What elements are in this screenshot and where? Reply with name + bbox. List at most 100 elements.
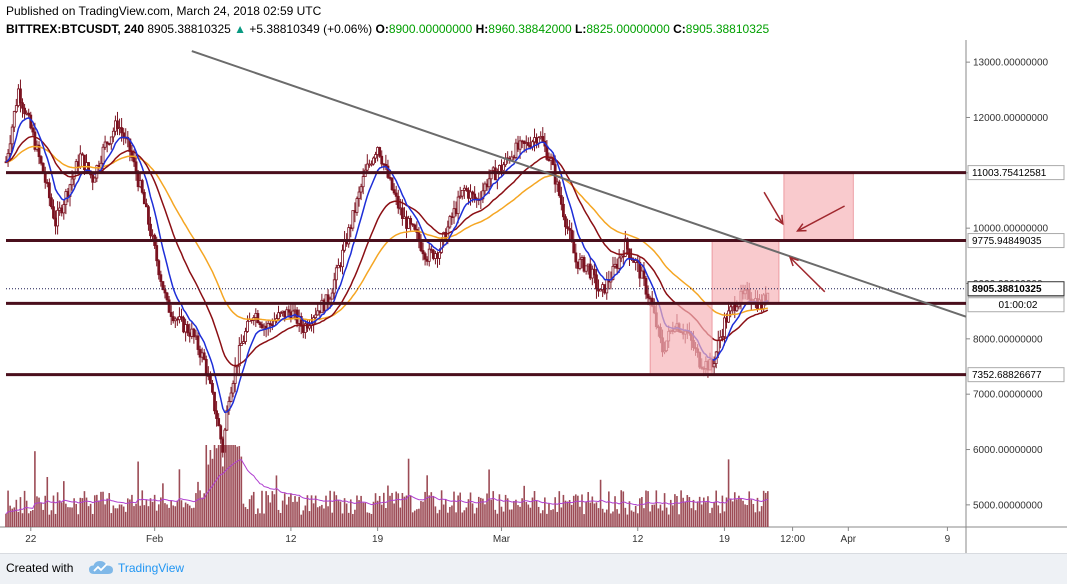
volume-bar — [63, 481, 65, 527]
volume-bar — [13, 507, 16, 527]
volume-bar — [193, 507, 195, 527]
candle-body — [52, 206, 55, 219]
volume-bar — [457, 495, 459, 527]
volume-bar — [9, 505, 11, 527]
volume-bar — [746, 505, 748, 527]
candle-body — [167, 299, 171, 313]
volume-bar — [471, 503, 474, 527]
target-zone — [649, 302, 713, 376]
volume-bar — [496, 513, 499, 527]
volume-bar — [645, 490, 647, 527]
volume-bar — [131, 494, 133, 527]
candle-body — [159, 274, 163, 282]
ema-mid-line — [5, 135, 769, 367]
symbol-label[interactable]: BITTREX:BTCUSDT, 240 — [6, 22, 145, 36]
volume-bar — [461, 512, 464, 527]
volume-bar — [17, 511, 20, 527]
volume-bar — [65, 503, 67, 527]
volume-bar — [725, 497, 728, 527]
volume-bar — [221, 466, 224, 527]
volume-bar — [484, 504, 486, 527]
candle-body — [163, 289, 167, 294]
candle-body — [105, 141, 109, 144]
candle-body — [611, 265, 615, 280]
candle-body — [70, 178, 74, 186]
candle-body — [50, 197, 53, 208]
volume-bar — [215, 448, 218, 527]
volume-bar — [143, 505, 146, 527]
volume-bar — [616, 509, 618, 527]
volume-bar — [688, 497, 691, 527]
volume-bar — [432, 495, 435, 527]
volume-bar — [110, 513, 113, 527]
volume-bar — [178, 469, 181, 527]
volume-bar — [643, 508, 645, 527]
candle-body — [258, 322, 262, 325]
volume-bar — [5, 513, 7, 527]
candle-body — [729, 306, 733, 312]
candle-body — [246, 320, 249, 332]
volume-bar — [455, 512, 457, 527]
volume-bar — [575, 494, 577, 527]
volume-bar — [618, 513, 620, 527]
volume-bar — [612, 511, 614, 527]
tradingview-link[interactable]: TradingView — [118, 561, 185, 575]
volume-bar — [692, 499, 695, 527]
volume-bar — [69, 507, 71, 527]
volume-bar — [399, 507, 402, 527]
volume-bar — [752, 503, 755, 527]
volume-bar — [558, 491, 561, 527]
volume-bar — [579, 506, 581, 527]
volume-bar — [87, 506, 90, 527]
volume-bar — [713, 501, 715, 527]
volume-bar — [122, 506, 125, 527]
y-tick-label: 5000.00000000 — [973, 500, 1043, 511]
volume-bar — [498, 494, 501, 527]
volume-bar — [288, 496, 290, 527]
y-tick-label: 12000.00000000 — [973, 113, 1049, 124]
volume-bar — [298, 496, 300, 527]
x-tick-label: Mar — [493, 534, 511, 545]
volume-bar — [449, 506, 451, 527]
candle-body — [390, 177, 394, 191]
candle-body — [242, 341, 245, 344]
volume-bar — [250, 495, 253, 527]
volume-bar — [465, 507, 468, 527]
volume-bar — [347, 512, 350, 527]
candle-body — [456, 196, 460, 215]
volume-bar — [603, 512, 606, 527]
plot-area[interactable] — [6, 40, 966, 527]
candle-body — [574, 252, 578, 263]
last-price-text: 8905.38810325 — [147, 22, 231, 36]
candle-body — [80, 153, 84, 156]
change-text: +5.38810349 (+0.06%) — [249, 22, 373, 36]
volume-bar — [364, 502, 367, 527]
volume-bar — [719, 513, 722, 527]
candle-body — [204, 358, 208, 376]
volume-bar — [349, 499, 352, 527]
candle-body — [229, 392, 233, 402]
candle-body — [380, 155, 384, 165]
last-price-tag — [967, 281, 1065, 297]
volume-bar — [657, 508, 660, 527]
volume-bar — [257, 508, 259, 527]
candle-body — [120, 127, 124, 134]
volume-bar — [356, 495, 358, 527]
candle-body — [357, 191, 361, 199]
annotation-arrow — [797, 205, 845, 232]
volume-bar — [79, 497, 82, 527]
candle-body — [211, 383, 214, 393]
candle-body — [502, 164, 505, 171]
price-chart[interactable]: 5000.00000000 6000.00000000 7000.00000000 8… — [0, 0, 1067, 553]
volume-bar — [591, 496, 594, 527]
countdown-label: 01:00:02 — [999, 300, 1038, 311]
volume-bar — [252, 491, 255, 527]
volume-bar — [405, 495, 408, 527]
volume-bar — [139, 505, 141, 527]
candle-body — [19, 88, 22, 104]
volume-bar — [145, 499, 148, 527]
candle-body — [111, 130, 115, 138]
volume-bar — [762, 490, 765, 527]
volume-bar — [56, 492, 59, 527]
volume-bar — [275, 475, 278, 527]
